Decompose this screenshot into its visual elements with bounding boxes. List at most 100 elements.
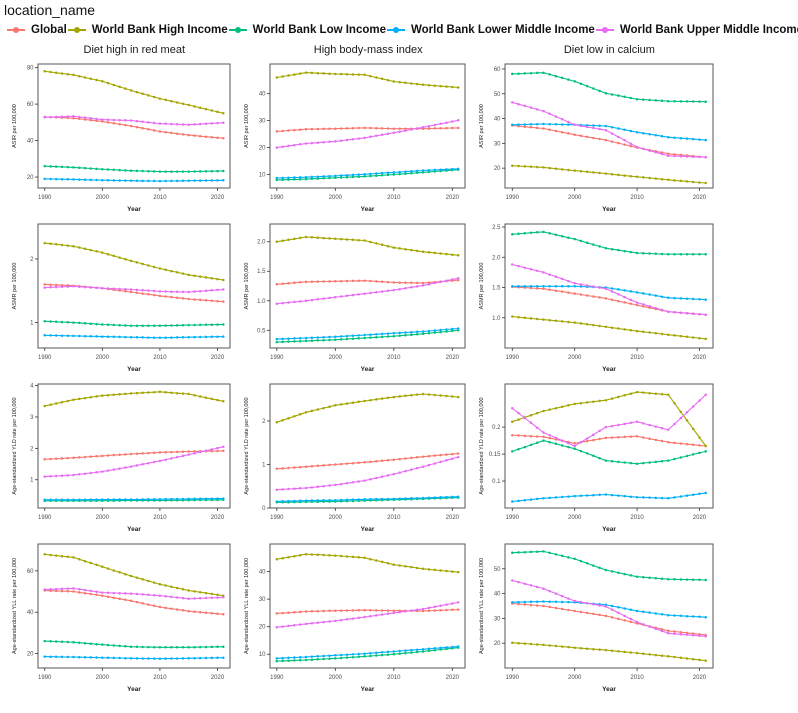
svg-text:40: 40	[494, 592, 501, 598]
y-axis: 10 20 30 40	[259, 570, 270, 658]
x-axis-label: Year	[602, 526, 616, 533]
svg-text:40: 40	[259, 92, 266, 98]
series-global	[275, 452, 460, 471]
series-world-bank-low-income	[511, 550, 707, 582]
series-world-bank-lower-middle-income	[275, 495, 460, 503]
series-world-bank-high-income	[43, 241, 225, 282]
series-world-bank-low-income	[511, 71, 707, 103]
series-world-bank-upper-middle-income	[43, 587, 225, 601]
svg-text:30: 30	[259, 119, 266, 125]
svg-text:40: 40	[27, 139, 34, 145]
y-axis: 0.1 0.15 0.2	[489, 425, 505, 485]
svg-text:60: 60	[27, 102, 34, 108]
series-world-bank-upper-middle-income	[43, 115, 225, 126]
series-world-bank-lower-middle-income	[43, 497, 225, 502]
series-world-bank-upper-middle-income	[275, 455, 460, 491]
series-world-bank-high-income	[275, 235, 460, 257]
series-world-bank-high-income	[511, 641, 707, 662]
series-world-bank-lower-middle-income	[275, 645, 460, 660]
svg-text:1: 1	[30, 478, 34, 484]
chart-svg-asir-calcium: 20 30 40 50 60 1990 2000 2010 2020 ASIR per 100,0…	[479, 63, 714, 213]
svg-text:0.15: 0.15	[489, 452, 501, 458]
svg-text:20: 20	[494, 166, 501, 172]
svg-text:2010: 2010	[153, 675, 167, 681]
svg-text:2000: 2000	[568, 515, 582, 521]
y-axis-label: Age-standardized YLD rate per 100,000	[479, 397, 485, 494]
svg-text:2000: 2000	[96, 355, 110, 361]
svg-text:30: 30	[259, 597, 266, 603]
series-global	[511, 124, 707, 159]
svg-text:1: 1	[30, 321, 34, 327]
y-axis-label: Age-standardized YLD rate per 100,000	[12, 397, 18, 494]
series-world-bank-lower-middle-income	[511, 491, 707, 503]
series-world-bank-high-income	[43, 390, 225, 408]
svg-text:2.0: 2.0	[257, 240, 266, 246]
svg-text:4: 4	[30, 384, 34, 390]
series-world-bank-high-income	[43, 553, 225, 597]
svg-text:2: 2	[30, 446, 34, 452]
series-world-bank-low-income	[43, 639, 225, 649]
svg-text:1990: 1990	[506, 515, 520, 521]
svg-text:2000: 2000	[568, 195, 582, 201]
svg-text:2010: 2010	[387, 675, 401, 681]
svg-text:2010: 2010	[630, 195, 644, 201]
legend-key-icon	[595, 27, 614, 33]
chart-svg-yll-bmi: 10 20 30 40 1990 2000 2010 2020 Age-standardized…	[244, 543, 466, 693]
chart-asir-red-meat: 20 40 60 80 1990 2000 2010 2020 ASIR per 100,000…	[8, 60, 240, 220]
series-world-bank-high-income	[511, 315, 707, 341]
svg-text:30: 30	[494, 141, 501, 147]
series-world-bank-low-income	[275, 329, 460, 344]
chart-svg-yll-calcium: 20 30 40 50 1990 2000 2010 2020 Age-standardized…	[479, 543, 714, 693]
svg-text:1.0: 1.0	[492, 316, 501, 322]
y-axis-label: Age-standardized YLL rate per 100,000	[244, 558, 250, 654]
series-world-bank-upper-middle-income	[43, 445, 225, 478]
svg-text:1990: 1990	[506, 355, 520, 361]
chart-svg-yll-red-meat: 20 40 60 1990 2000 2010 2020 Age-standardized Y…	[12, 543, 231, 693]
x-axis: 1990 2000 2010 2020	[270, 508, 460, 521]
svg-text:40: 40	[494, 117, 501, 123]
svg-text:2000: 2000	[96, 515, 110, 521]
chart-asmr-red-meat: 1 2 1990 2000 2010 2020 ASMR per 100,000 Year	[8, 220, 240, 380]
svg-text:2000: 2000	[568, 675, 582, 681]
legend: Global World Bank High Income World Bank L…	[6, 24, 798, 36]
chart-yll-calcium: 20 30 40 50 1990 2000 2010 2020 Age-standardized…	[475, 540, 723, 700]
legend-label: World Bank Upper Middle Income	[619, 24, 798, 36]
svg-text:1990: 1990	[38, 355, 52, 361]
series-world-bank-upper-middle-income	[511, 579, 707, 638]
chart-yld-red-meat: 1 2 3 4 1990 2000 2010 2020 Age-standardized YLD…	[8, 380, 240, 540]
legend-key-icon	[67, 27, 86, 33]
series-world-bank-high-income	[511, 390, 707, 448]
y-axis-label: ASMR per 100,000	[12, 263, 18, 310]
legend-item-global: Global	[6, 24, 67, 36]
chart-yll-bmi: 10 20 30 40 1990 2000 2010 2020 Age-standardized…	[240, 540, 475, 700]
svg-text:2000: 2000	[96, 675, 110, 681]
svg-text:10: 10	[259, 173, 266, 179]
svg-text:2000: 2000	[329, 675, 343, 681]
chart-asir-calcium: 20 30 40 50 60 1990 2000 2010 2020 ASIR per 100,0…	[475, 60, 723, 220]
svg-text:1990: 1990	[270, 195, 284, 201]
svg-text:0.1: 0.1	[492, 479, 501, 485]
series-world-bank-high-income	[43, 70, 225, 115]
svg-text:60: 60	[27, 569, 34, 575]
y-axis-label: ASIR per 100,000	[12, 104, 18, 148]
svg-text:2020: 2020	[446, 675, 460, 681]
series-world-bank-upper-middle-income	[275, 601, 460, 629]
y-axis: 0 1 2	[262, 419, 270, 512]
legend-label: Global	[31, 24, 67, 36]
svg-text:30: 30	[494, 616, 501, 622]
svg-text:10: 10	[259, 652, 266, 658]
svg-text:60: 60	[494, 67, 501, 73]
chart-yll-red-meat: 20 40 60 1990 2000 2010 2020 Age-standardized Y…	[8, 540, 240, 700]
svg-text:2010: 2010	[153, 195, 167, 201]
chart-asir-bmi: 10 20 30 40 1990 2000 2010 2020 ASIR per 100,000…	[240, 60, 475, 220]
series-world-bank-upper-middle-income	[511, 393, 707, 448]
chart-svg-asir-bmi: 10 20 30 40 1990 2000 2010 2020 ASIR per 100,000…	[244, 63, 466, 213]
svg-text:1990: 1990	[506, 675, 520, 681]
svg-text:1990: 1990	[38, 675, 52, 681]
svg-text:2010: 2010	[630, 515, 644, 521]
svg-text:1990: 1990	[270, 355, 284, 361]
series-world-bank-lower-middle-income	[511, 600, 707, 619]
svg-text:2.0: 2.0	[492, 255, 501, 261]
